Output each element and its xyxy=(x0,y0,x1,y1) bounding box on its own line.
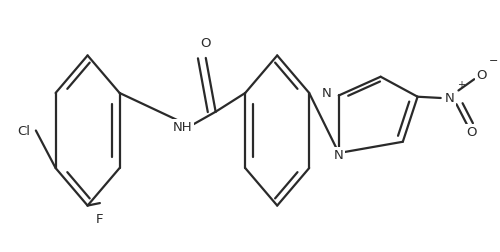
Text: −: − xyxy=(489,56,498,66)
Text: NH: NH xyxy=(173,121,193,134)
Text: O: O xyxy=(476,69,487,81)
Text: N: N xyxy=(334,148,344,161)
Text: O: O xyxy=(466,126,477,139)
Text: Cl: Cl xyxy=(17,124,30,137)
Text: N: N xyxy=(444,92,454,105)
Text: +: + xyxy=(457,80,465,90)
Text: O: O xyxy=(200,37,211,50)
Text: F: F xyxy=(96,212,104,225)
Text: N: N xyxy=(322,87,332,100)
